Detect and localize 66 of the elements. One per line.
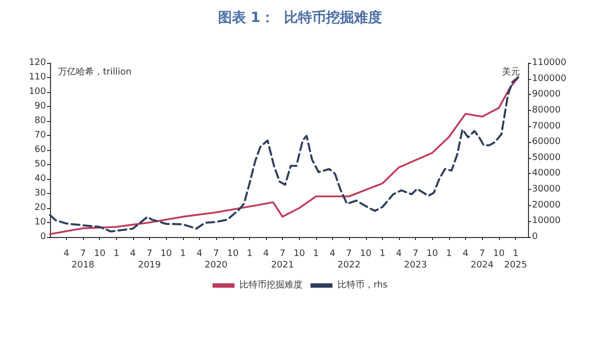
- x-tick-label: 7: [412, 249, 418, 259]
- x2-tick-label: 2022: [338, 260, 360, 270]
- x-tick-label: 1: [512, 249, 518, 259]
- y2-tick-label: 100000: [532, 74, 567, 84]
- x-tick-label: 10: [360, 249, 372, 259]
- x-tick-label: 4: [462, 249, 469, 259]
- x-tick-label: 4: [130, 249, 136, 259]
- y-axis-title: 万亿哈希，trillion: [58, 66, 132, 78]
- y2-tick-label: 60000: [532, 137, 561, 148]
- y-tick-label: 20: [34, 203, 46, 213]
- x-tick-label: 10: [294, 249, 306, 259]
- y-tick-label: 120: [28, 58, 46, 68]
- y2-tick-label: 30000: [532, 184, 561, 195]
- y-tick-label: 80: [34, 116, 46, 126]
- y2-tick-label: 40000: [532, 168, 561, 179]
- y-tick-label: 100: [28, 87, 46, 97]
- x-tick-label: 4: [196, 249, 203, 259]
- x-tick-label: 10: [94, 249, 106, 259]
- x-tick-label: 4: [330, 249, 336, 259]
- x-tick-label: 7: [80, 249, 86, 259]
- y2-tick-label: 10000: [532, 216, 561, 226]
- x-tick-label: 7: [280, 249, 286, 259]
- legend-label: 比特币，rhs: [338, 280, 388, 290]
- x-tick-label: 10: [160, 249, 172, 259]
- x-tick-label: 7: [146, 249, 152, 259]
- x2-tick-label: 2025: [504, 260, 528, 270]
- x-tick-label: 10: [493, 249, 505, 259]
- x-tick-label: 4: [64, 249, 70, 259]
- x-tick-label: 1: [313, 249, 319, 259]
- x-tick-label: 4: [396, 249, 402, 259]
- y-tick-label: 0: [40, 232, 46, 242]
- x2-tick-label: 2020: [204, 260, 228, 270]
- y2-tick-label: 110000: [532, 58, 567, 68]
- y2-axis-title: 美元: [502, 66, 520, 78]
- x2-tick-label: 2021: [271, 260, 294, 270]
- y2-tick-label: 90000: [532, 90, 561, 100]
- x-tick-label: 7: [213, 249, 219, 259]
- x-tick-label: 7: [479, 249, 485, 259]
- y2-tick-label: 70000: [532, 121, 561, 132]
- y2-tick-label: 50000: [532, 152, 561, 163]
- y-tick-label: 60: [34, 145, 46, 155]
- legend-label: 比特币挖掘难度: [240, 280, 303, 290]
- y-tick-label: 110: [28, 72, 46, 82]
- x-tick-label: 1: [246, 249, 252, 259]
- x-tick-label: 1: [380, 249, 386, 259]
- chart-title: 图表 1： 比特币挖掘难度: [218, 9, 382, 26]
- y-tick-label: 40: [34, 174, 46, 184]
- x2-tick-label: 2023: [404, 260, 427, 270]
- x-tick-label: 1: [446, 249, 452, 259]
- y-tick-label: 30: [34, 188, 46, 198]
- y2-tick-label: 20000: [532, 200, 561, 210]
- y-tick-label: 90: [34, 102, 46, 112]
- y-tick-label: 10: [34, 218, 46, 228]
- x2-tick-label: 2019: [138, 260, 162, 270]
- x-tick-label: 10: [227, 249, 239, 259]
- x-tick-label: 1: [180, 249, 186, 259]
- x2-tick-label: 2024: [470, 260, 494, 270]
- x-tick-label: 7: [346, 249, 352, 259]
- y2-tick-label: 0: [532, 232, 538, 242]
- y2-tick-label: 80000: [532, 105, 561, 116]
- x2-tick-label: 2018: [72, 260, 95, 270]
- x-tick-label: 10: [426, 249, 438, 259]
- x-tick-label: 1: [114, 249, 120, 259]
- x-tick-label: 4: [263, 249, 270, 259]
- y-tick-label: 50: [34, 160, 46, 170]
- y-tick-label: 70: [34, 130, 46, 140]
